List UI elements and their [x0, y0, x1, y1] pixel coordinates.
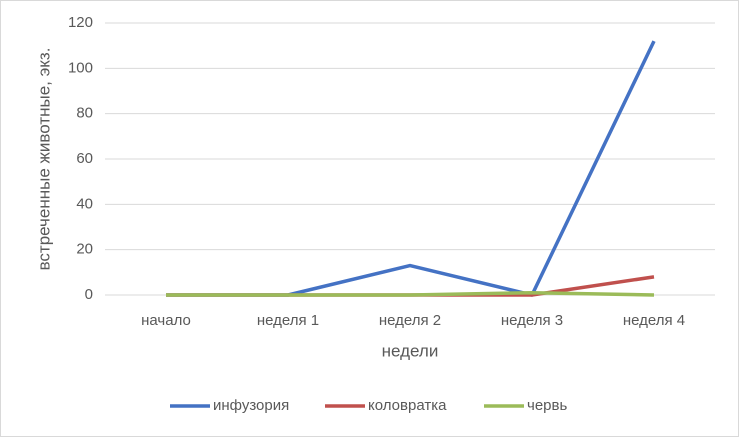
- y-tick-label: 60: [76, 150, 93, 167]
- x-tick-label: неделя 1: [257, 312, 319, 329]
- x-axis-label: недели: [382, 341, 439, 360]
- x-tick-label: неделя 3: [501, 312, 563, 329]
- x-tick-label: неделя 4: [623, 312, 685, 329]
- y-tick-label: 40: [76, 195, 93, 212]
- legend-label: червь: [527, 397, 567, 414]
- series-line: [166, 290, 655, 297]
- y-axis-label: встреченные животные, экз.: [34, 48, 53, 271]
- y-tick-label: 120: [68, 14, 93, 31]
- y-tick-label: 80: [76, 105, 93, 122]
- x-tick-label: неделя 2: [379, 312, 441, 329]
- legend-label: инфузория: [213, 397, 289, 414]
- y-tick-label: 0: [85, 286, 93, 303]
- y-tick-label: 20: [76, 241, 93, 258]
- legend-label: коловратка: [368, 397, 447, 414]
- y-tick-label: 100: [68, 59, 93, 76]
- x-tick-label: начало: [141, 312, 191, 329]
